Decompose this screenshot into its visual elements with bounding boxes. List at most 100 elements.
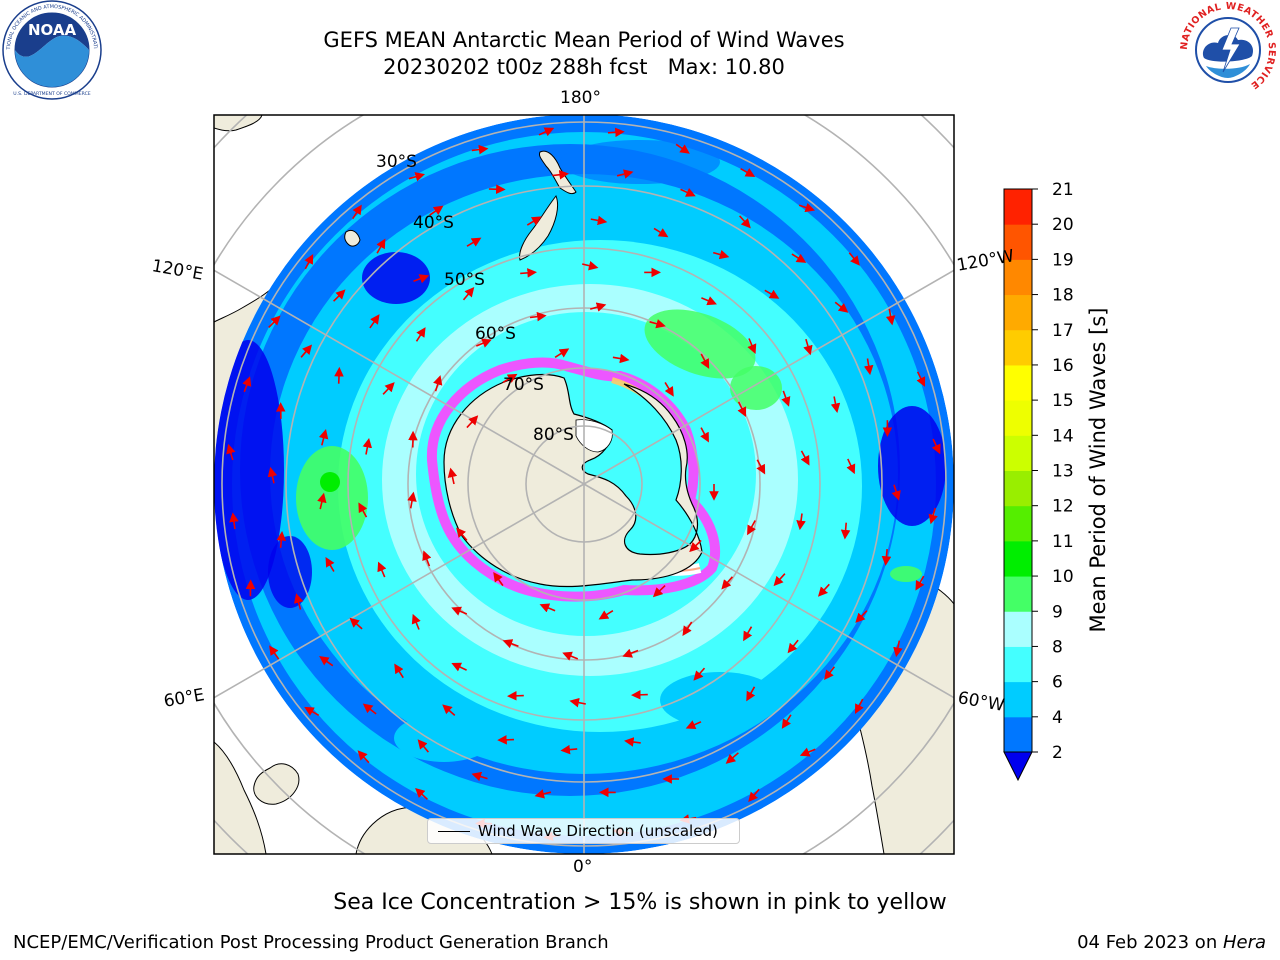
wind-wave-arrow [721, 576, 734, 590]
wind-wave-arrow [539, 603, 556, 613]
wind-wave-arrow [622, 648, 639, 658]
colorbar-tick-label: 13 [1052, 462, 1074, 482]
wind-wave-arrow [317, 492, 327, 510]
wind-wave-arrow [377, 561, 387, 578]
footer-date-text: 04 Feb 2023 on [1077, 932, 1223, 953]
wind-wave-arrow [333, 289, 346, 302]
colorbar-tick-label: 9 [1052, 602, 1063, 622]
wind-wave-arrow [616, 169, 634, 179]
wind-wave-arrow [649, 319, 666, 329]
wind-wave-arrow [408, 172, 426, 182]
wind-wave-arrow [456, 527, 468, 541]
wind-wave-arrow [462, 287, 475, 301]
colorbar-segment [1004, 576, 1032, 612]
wind-wave-arrow [451, 662, 467, 672]
wind-wave-arrow [376, 238, 386, 254]
wind-wave-arrow [855, 610, 868, 623]
wind-wave-arrow [447, 467, 458, 485]
colorbar-segment [1004, 189, 1032, 225]
wind-wave-arrow [362, 703, 377, 715]
wind-wave-arrow [739, 215, 751, 229]
colorbar-under-triangle [1003, 751, 1033, 782]
lat-label-50s: 50°S [444, 270, 485, 290]
wind-wave-arrow [846, 458, 856, 475]
wind-wave-arrow [787, 639, 799, 654]
wind-wave-arrow [701, 296, 717, 306]
wind-wave-arrow [534, 789, 552, 799]
colorbar-segment [1004, 364, 1032, 401]
wind-wave-arrow [357, 750, 370, 764]
colorbar-segment [1004, 435, 1032, 471]
colorbar-tick-label: 15 [1052, 391, 1074, 411]
wind-wave-arrow [582, 261, 599, 271]
wind-wave-arrow [675, 143, 690, 154]
wind-wave-arrow [451, 606, 468, 616]
wind-wave-arrow [560, 744, 578, 755]
wind-wave-arrow [891, 484, 901, 501]
wind-wave-arrow [319, 656, 334, 667]
lat-label-70s: 70°S [503, 375, 544, 395]
wind-wave-arrow [349, 617, 363, 630]
colorbar-tick-label: 10 [1052, 567, 1074, 587]
wind-wave-arrow [334, 366, 344, 384]
wind-wave-arrow [881, 549, 892, 566]
colorbar-segment [1004, 716, 1032, 753]
footer-host: Hera [1222, 932, 1266, 953]
lat-label-40s: 40°S [413, 213, 454, 233]
colorbar-segment [1004, 329, 1032, 366]
wind-wave-arrow [773, 573, 786, 587]
wind-wave-arrow [653, 227, 669, 238]
colorbar-tick-label: 2 [1052, 743, 1063, 763]
wind-wave-arrow [589, 302, 607, 312]
noaa-logo: NOAA NATIONAL OCEANIC AND ATMOSPHERIC AD… [0, 0, 102, 100]
antarctica [443, 373, 703, 588]
wind-wave-arrow [840, 522, 851, 540]
wind-wave-arrow [848, 252, 860, 266]
wind-wave-arrow [598, 610, 614, 620]
wind-wave-arrow [796, 513, 806, 531]
noaa-logo-text: NOAA [28, 21, 77, 39]
colorbar-tick-label: 6 [1052, 673, 1063, 693]
wind-wave-arrow [325, 556, 335, 572]
footer-date: 04 Feb 2023 on Hera [1077, 932, 1266, 953]
wind-wave-arrow [300, 344, 313, 358]
sea-ice-note: Sea Ice Concentration > 15% is shown in … [333, 890, 947, 915]
colorbar-tick-label: 11 [1052, 532, 1074, 552]
wind-wave-arrow [226, 443, 236, 461]
colorbar-segment [1004, 505, 1032, 542]
wind-wave-arrow [352, 204, 362, 220]
wind-wave-arrow [756, 459, 766, 475]
wind-wave-arrow [799, 747, 816, 757]
wind-wave-arrow [466, 237, 482, 247]
colorbar-tick-label: 18 [1052, 286, 1074, 306]
wind-wave-arrow [304, 706, 320, 716]
wind-wave-arrow [664, 381, 674, 397]
wind-wave-arrow [781, 390, 791, 407]
wind-wave-arrow [520, 268, 537, 278]
wind-wave-arrow [429, 205, 444, 216]
colorbar-tick-label: 21 [1052, 180, 1074, 200]
colorbar-tick-label: 4 [1052, 708, 1063, 728]
wind-wave-arrow [411, 613, 421, 630]
wind-wave-arrow [394, 663, 404, 679]
wind-wave-arrow [689, 539, 702, 553]
wind-wave-arrow [834, 301, 849, 313]
colorbar-segment [1004, 400, 1032, 436]
wind-wave-arrow [590, 215, 608, 226]
colorbar-segment [1004, 294, 1032, 331]
wind-wave-arrow [407, 491, 417, 509]
colorbar-segment [1004, 646, 1032, 683]
wind-wave-arrow [562, 651, 579, 661]
wind-wave-arrow [415, 787, 428, 800]
wind-wave-arrow [529, 311, 547, 322]
colorbar: 2 4 6 8 9 10 11 12 13 14 15 16 17 18 19 20 21 [1003, 180, 1074, 782]
ross-ice-shelf [575, 419, 613, 453]
colorbar-tick-label: 19 [1052, 250, 1074, 270]
wind-wave-arrow [725, 752, 739, 764]
wind-wave-arrow [607, 127, 625, 138]
wind-wave-arrow [803, 338, 813, 356]
wind-wave-arrow [915, 575, 925, 591]
lon-label-0: 0° [573, 857, 593, 877]
wind-wave-arrow [885, 308, 896, 326]
